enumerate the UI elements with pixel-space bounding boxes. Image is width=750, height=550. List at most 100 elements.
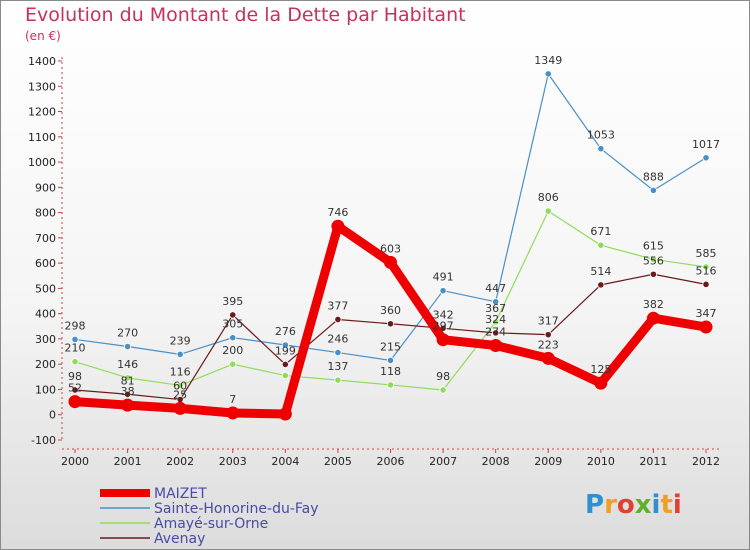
data-label: 38 [121,385,135,398]
data-point [544,70,552,78]
data-label: 270 [117,327,138,340]
data-label: 223 [538,338,559,351]
x-tick-label: 2006 [377,455,405,468]
data-label: 60 [173,380,187,393]
data-point [702,263,710,271]
data-point [229,311,237,319]
data-point [386,381,395,389]
data-label: 746 [327,206,348,219]
data-point [71,386,79,394]
data-point [649,270,658,278]
y-tick-label: 1100 [28,131,56,144]
y-tick-label: 0 [49,409,56,422]
data-point [229,334,237,342]
data-label: 98 [68,370,82,383]
legend-label: MAIZET [154,486,207,502]
legend-label: Avenay [154,531,205,547]
data-label: 7 [229,393,236,406]
data-point [226,406,240,420]
data-point [597,241,605,249]
data-label: 806 [538,191,559,204]
brand-logo: Proxiti [585,490,682,520]
data-point [439,386,447,394]
data-label: 491 [433,271,454,284]
data-label: 317 [538,315,559,328]
y-tick-label: 700 [35,232,56,245]
data-point [702,154,710,162]
data-point [594,376,608,390]
data-label: 25 [173,388,187,401]
data-point [544,207,552,215]
data-label: 360 [380,304,401,317]
data-point [123,374,132,382]
x-tick-label: 2002 [166,455,194,468]
data-point [702,280,710,288]
data-label: 298 [65,319,86,332]
data-point [649,255,658,263]
data-label: 1053 [587,129,615,142]
data-point [436,333,450,347]
data-point [331,219,345,233]
y-tick-label: 1400 [28,55,56,68]
data-label: 239 [170,334,191,347]
y-tick-label: 400 [35,308,56,321]
y-tick-label: 900 [35,181,56,194]
data-label: 324 [485,313,506,326]
data-point [597,281,605,289]
data-label: 200 [222,344,243,357]
data-point [489,339,503,353]
data-point [334,376,342,384]
data-point [176,381,184,390]
data-point [123,390,132,398]
data-label: 447 [485,282,506,295]
y-tick-label: 600 [35,257,56,270]
data-point [334,315,342,324]
data-point [646,311,660,325]
data-point [123,342,132,351]
legend-label: Sainte-Honorine-du-Fay [154,501,319,517]
x-tick-label: 2011 [639,455,667,468]
data-point [173,401,187,415]
data-point [68,395,82,409]
y-tick-label: 800 [35,207,56,220]
data-point [334,348,342,357]
x-tick-label: 2007 [429,455,457,468]
data-point [439,287,447,295]
legend: MAIZETSainte-Honorine-du-FayAmayé-sur-Or… [100,486,319,547]
x-tick-label: 2009 [534,455,562,468]
data-label: 377 [327,299,348,312]
data-label: 52 [68,382,82,395]
data-point [384,255,397,269]
data-label: 382 [643,298,664,311]
data-label: 116 [170,365,191,378]
data-point [229,360,237,368]
y-tick-label: 1300 [28,80,56,93]
y-tick-label: 1000 [28,156,56,169]
data-label: 556 [643,254,664,267]
x-tick-label: 2004 [271,455,299,468]
data-point [121,398,135,412]
data-point [278,407,292,421]
data-label: 297 [433,320,454,333]
data-label: 888 [643,170,664,183]
data-label: 276 [275,325,296,338]
chart-unit: (en €) [25,29,61,43]
y-tick-label: 500 [35,282,56,295]
data-point [492,329,500,337]
data-label: 603 [380,242,401,255]
data-point [281,341,289,349]
series-layer [68,70,713,421]
data-label: 514 [590,265,611,278]
data-label: 585 [696,247,717,260]
data-label: 305 [222,318,243,331]
x-tick-label: 2003 [219,455,247,468]
data-label: 215 [380,340,401,353]
data-label: 199 [275,344,296,357]
legend-label: Amayé-sur-Orne [154,516,268,532]
series-line [74,73,707,362]
y-tick-label: 1200 [28,106,56,119]
y-tick-label: 200 [35,358,56,371]
data-label: 210 [65,342,86,355]
data-label: 137 [327,360,348,373]
